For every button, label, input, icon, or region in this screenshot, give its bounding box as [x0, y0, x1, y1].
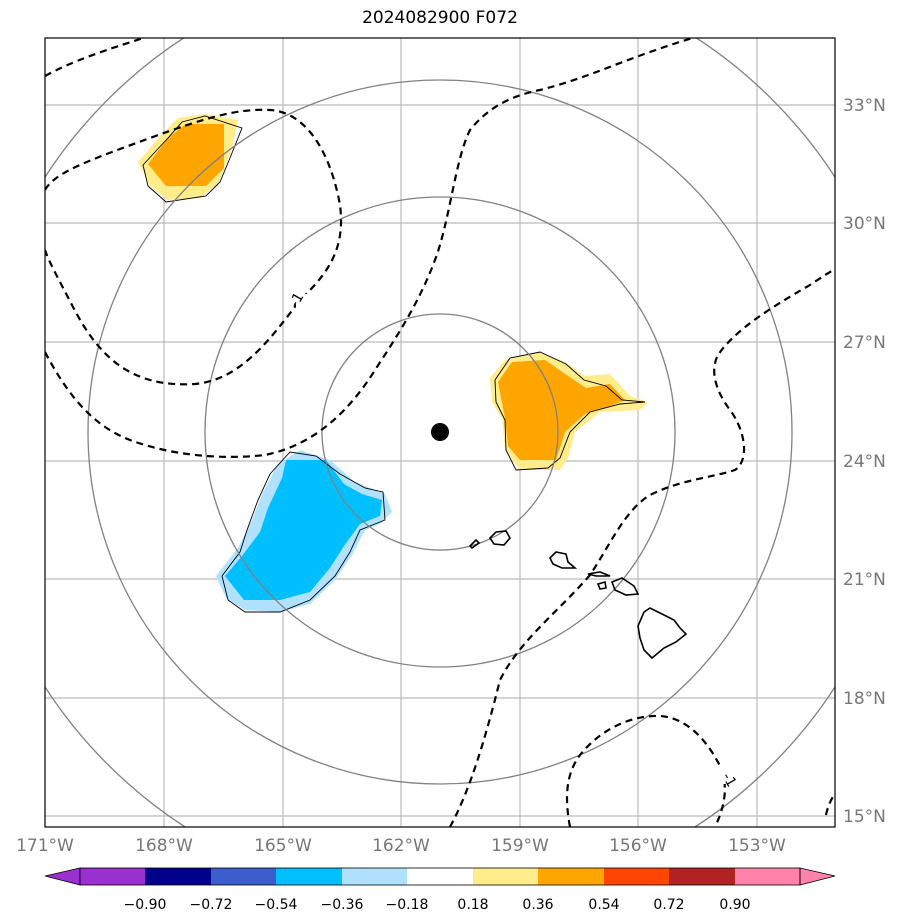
- lat-label: 24°N: [843, 452, 886, 472]
- colorbar-cell: [80, 868, 145, 885]
- colorbar-cell: [211, 868, 276, 885]
- positive-anomaly-east: [490, 351, 648, 471]
- lat-label: 18°N: [843, 689, 886, 709]
- contour-label: -1: [287, 290, 308, 310]
- lat-label: 27°N: [843, 333, 886, 353]
- lon-label: 165°W: [254, 836, 312, 856]
- lat-label: 21°N: [843, 570, 886, 590]
- colorbar-tick-label: 0.36: [522, 897, 553, 913]
- colorbar-cell: [735, 868, 800, 885]
- map-title: 2024082900 F072: [362, 8, 518, 28]
- lat-label: 33°N: [843, 96, 886, 116]
- latitude-labels: 33°N 30°N 27°N 24°N 21°N 18°N 15°N: [843, 96, 886, 827]
- colorbar-tick-label: 0.18: [457, 897, 488, 913]
- lon-label: 156°W: [609, 836, 667, 856]
- range-rings: [45, 38, 835, 827]
- colorbar-tick-label: 0.54: [588, 897, 619, 913]
- map-frame: [44, 37, 836, 828]
- colorbar-cell: [145, 868, 211, 885]
- colorbar-cell: [538, 868, 604, 885]
- hawaiian-islands: [468, 530, 688, 660]
- colorbar-cell: [604, 868, 669, 885]
- colorbar-tick-label: −0.90: [124, 897, 167, 913]
- lon-label: 171°W: [16, 836, 74, 856]
- longitude-labels: 171°W 168°W 165°W 162°W 159°W 156°W 153°…: [16, 836, 786, 856]
- lon-label: 162°W: [372, 836, 430, 856]
- colorbar-tick-label: −0.54: [255, 897, 298, 913]
- colorbar-cell: [276, 868, 342, 885]
- colorbar-tick-label: −0.72: [190, 897, 233, 913]
- colorbar-max-extension: [799, 867, 836, 886]
- colorbar-tick-label: 0.72: [653, 897, 684, 913]
- colorbar-cell: [342, 868, 407, 885]
- colorbar-cell: [407, 868, 473, 885]
- colorbar-cell: [669, 868, 735, 885]
- negative-anomaly-sw: [216, 450, 392, 613]
- colorbar-cell: [473, 868, 538, 885]
- contour-label-group: -1 -1: [287, 290, 740, 790]
- storm-center-marker: [431, 423, 449, 441]
- lon-label: 159°W: [491, 836, 549, 856]
- lon-label: 168°W: [135, 836, 193, 856]
- positive-anomaly-nw: [138, 114, 243, 203]
- contour-label: -1: [719, 770, 740, 790]
- lat-label: 15°N: [843, 807, 886, 827]
- lat-label: 30°N: [843, 214, 886, 234]
- colorbar: −0.90 −0.72 −0.54 −0.36 −0.18 0.18 0.36 …: [44, 867, 836, 913]
- lon-label: 153°W: [728, 836, 786, 856]
- graticule: [45, 38, 835, 827]
- colorbar-tick-label: 0.90: [719, 897, 750, 913]
- colorbar-tick-label: −0.18: [386, 897, 429, 913]
- colorbar-tick-label: −0.36: [321, 897, 364, 913]
- colorbar-min-extension: [44, 867, 81, 886]
